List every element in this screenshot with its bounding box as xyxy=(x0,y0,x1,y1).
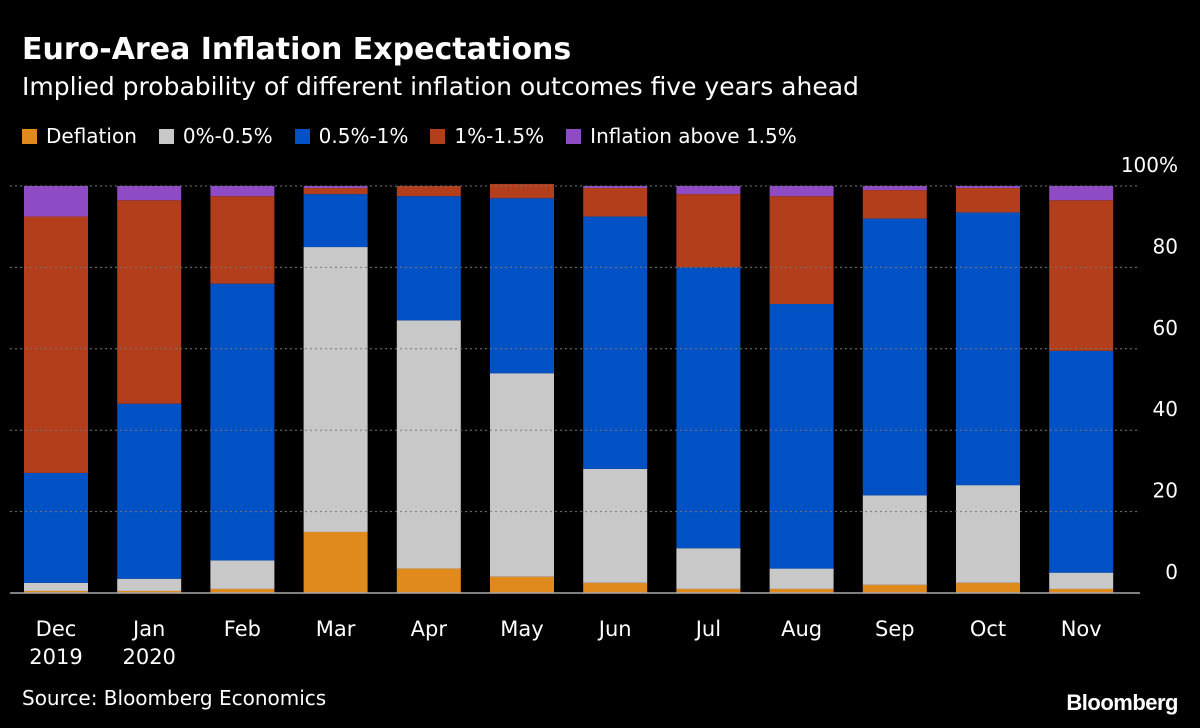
bar-segment xyxy=(676,588,741,593)
bar-segment xyxy=(24,582,88,591)
bar-segment xyxy=(490,576,554,593)
bar-segment xyxy=(24,472,88,583)
x-tick-label: Jul xyxy=(694,617,721,641)
bar-segment xyxy=(303,186,368,189)
bar-segment xyxy=(303,188,368,195)
bar-segment xyxy=(1049,572,1114,589)
bar-segment xyxy=(769,304,834,569)
bar-segment xyxy=(956,186,1020,189)
y-tick-label: 100% xyxy=(1121,153,1178,177)
bar-segment xyxy=(24,216,88,473)
bar-segment xyxy=(862,584,927,593)
x-tick-label: Aug xyxy=(781,617,822,641)
bar-segment xyxy=(117,578,182,591)
x-tick-label: Oct xyxy=(970,617,1006,641)
bar-segment xyxy=(24,186,88,217)
y-tick-label: 20 xyxy=(1153,479,1178,503)
bar-segment xyxy=(490,183,554,199)
bar-segment xyxy=(583,186,648,189)
bar-segment xyxy=(583,216,648,469)
legend-item: 0%-0.5% xyxy=(158,124,273,148)
source-note: Source: Bloomberg Economics xyxy=(22,686,327,710)
bar-segment xyxy=(956,485,1020,583)
legend-swatch xyxy=(430,128,446,144)
legend-item: Inflation above 1.5% xyxy=(566,124,797,148)
bar-segment xyxy=(862,495,927,585)
bar-segment xyxy=(676,267,741,549)
y-tick-label: 80 xyxy=(1153,234,1178,258)
bar-segment xyxy=(303,531,368,593)
legend-label: Deflation xyxy=(46,124,137,148)
legend-swatch xyxy=(158,128,174,144)
x-tick-label: Mar xyxy=(316,617,356,641)
x-tick-label: May xyxy=(500,617,543,641)
bar-segment xyxy=(769,186,834,197)
bar-segment xyxy=(117,590,182,593)
bar-segment xyxy=(117,186,182,201)
bar-segment xyxy=(24,590,88,593)
bar-segment xyxy=(583,468,648,583)
bar-segment xyxy=(676,186,741,195)
x-tick-label: Jan 2020 xyxy=(122,617,175,669)
x-tick-label: Dec 2019 xyxy=(29,617,82,669)
bar-segment xyxy=(210,283,275,561)
bar-segment xyxy=(396,196,461,321)
bar-segment xyxy=(583,582,648,593)
y-tick-label: 0 xyxy=(1165,560,1178,584)
x-tick-label: Feb xyxy=(224,617,261,641)
legend-item: Deflation xyxy=(22,124,137,148)
legend-label: 1%-1.5% xyxy=(454,124,545,148)
bar-segment xyxy=(303,247,368,532)
legend-item: 0.5%-1% xyxy=(294,124,409,148)
chart-subtitle: Implied probability of different inflati… xyxy=(22,72,859,101)
bar-segment xyxy=(117,403,182,579)
bar-segment xyxy=(956,188,1020,213)
legend-label: 0.5%-1% xyxy=(318,124,409,148)
bar-segment xyxy=(117,200,182,404)
bar-segment xyxy=(210,560,275,589)
bar-segment xyxy=(676,194,741,268)
x-tick-label: Sep xyxy=(875,617,915,641)
bar-segment xyxy=(1049,350,1114,573)
bar-segment xyxy=(862,186,927,191)
bar-segment xyxy=(769,196,834,305)
bar-segment xyxy=(956,582,1020,593)
bar-segment xyxy=(490,373,554,577)
bar-segment xyxy=(862,190,927,219)
bar-segment xyxy=(210,186,275,197)
chart-title: Euro-Area Inflation Expectations xyxy=(22,32,572,67)
bar-segment xyxy=(210,588,275,593)
y-tick-label: 60 xyxy=(1153,316,1178,340)
bar-segment xyxy=(676,548,741,589)
legend: Deflation 0%-0.5% 0.5%-1% 1%-1.5% Inflation … xyxy=(22,124,819,148)
bar-segment xyxy=(303,194,368,248)
bar-segment xyxy=(1049,186,1114,201)
bar-segment xyxy=(396,186,461,197)
legend-label: Inflation above 1.5% xyxy=(590,124,797,148)
x-tick-label: Apr xyxy=(411,617,448,641)
bar-segment xyxy=(490,198,554,374)
y-tick-label: 40 xyxy=(1153,397,1178,421)
legend-swatch xyxy=(566,128,582,144)
bar-segment xyxy=(210,196,275,284)
x-tick-label: Jun xyxy=(597,617,632,641)
legend-item: 1%-1.5% xyxy=(430,124,544,148)
x-tick-label: Nov xyxy=(1061,617,1102,641)
bar-segment xyxy=(769,588,834,593)
bar-segment xyxy=(1049,588,1114,593)
bloomberg-logo: Bloomberg xyxy=(1066,690,1178,715)
bar-segment xyxy=(769,568,834,589)
legend-label: 0%-0.5% xyxy=(182,124,273,148)
bar-segment xyxy=(583,188,648,217)
bar-segment xyxy=(1049,200,1114,351)
legend-swatch xyxy=(22,128,37,144)
bar-segment xyxy=(396,320,461,569)
bar-segment xyxy=(862,218,927,496)
legend-swatch xyxy=(294,128,310,144)
bar-segment xyxy=(396,568,461,593)
